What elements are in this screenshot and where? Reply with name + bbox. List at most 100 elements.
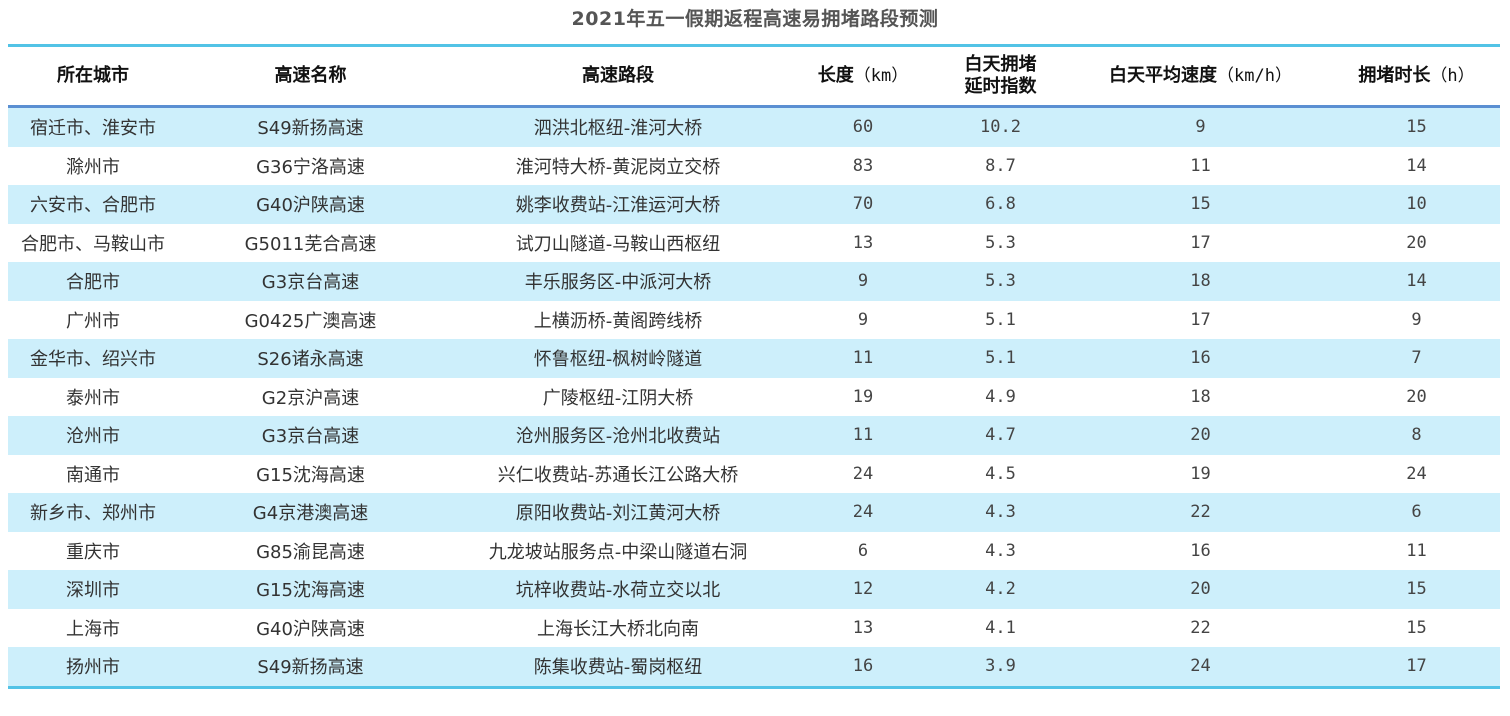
cell-duration: 24: [1406, 463, 1427, 484]
cell-avg-speed: 18: [1190, 271, 1211, 292]
cell-city: 沧州市: [66, 426, 120, 448]
cell-highway-name: G15沈海高速: [256, 464, 365, 486]
cell-highway-name: G15沈海高速: [256, 580, 365, 602]
cell-city: 六安市、合肥市: [30, 195, 156, 217]
header-duration: 拥堵时长（h）: [1358, 65, 1475, 86]
cell-city: 新乡市、郑州市: [30, 503, 156, 525]
table-row: 扬州市 S49新扬高速 陈集收费站-蜀岗枢纽 16 3.9 24 17: [8, 647, 1500, 687]
cell-road-section: 九龙坡站服务点-中梁山隧道右洞: [488, 541, 748, 563]
cell-city: 广州市: [66, 310, 120, 332]
cell-delay-index: 4.3: [985, 502, 1016, 523]
cell-city: 合肥市: [66, 272, 120, 294]
cell-delay-index: 5.3: [985, 271, 1016, 292]
cell-avg-speed: 20: [1190, 425, 1211, 446]
cell-highway-name: S49新扬高速: [257, 118, 364, 140]
congestion-table: 所在城市 高速名称 高速路段 长度（km） 白天拥堵 延时指数 白天平均速度（km…: [8, 44, 1500, 689]
cell-avg-speed: 17: [1190, 309, 1211, 330]
cell-length: 19: [852, 386, 874, 407]
cell-highway-name: G0425广澳高速: [244, 310, 377, 332]
cell-road-section: 上海长江大桥北向南: [537, 618, 699, 640]
table-row: 广州市 G0425广澳高速 上横沥桥-黄阁跨线桥 9 5.1 17 9: [8, 301, 1500, 340]
table-row: 六安市、合肥市 G40沪陕高速 姚李收费站-江淮运河大桥 70 6.8 15 10: [8, 185, 1500, 224]
cell-length: 24: [852, 502, 874, 523]
cell-road-section: 坑梓收费站-水荷立交以北: [515, 580, 721, 602]
cell-duration: 8: [1411, 425, 1422, 446]
cell-length: 13: [852, 232, 874, 253]
cell-avg-speed: 17: [1190, 232, 1211, 253]
header-length: 长度（km）: [817, 65, 909, 86]
header-highway-name: 高速名称: [274, 65, 347, 86]
cell-city: 扬州市: [66, 657, 120, 679]
cell-duration: 15: [1406, 579, 1427, 600]
table-row: 合肥市、马鞍山市 G5011芜合高速 试刀山隧道-马鞍山西枢纽 13 5.3 17 20: [8, 224, 1500, 263]
cell-duration: 15: [1406, 117, 1427, 138]
cell-road-section: 兴仁收费站-苏通长江公路大桥: [497, 464, 739, 486]
cell-road-section: 上横沥桥-黄阁跨线桥: [533, 310, 703, 332]
table-row: 沧州市 G3京台高速 沧州服务区-沧州北收费站 11 4.7 20 8: [8, 416, 1500, 455]
cell-length: 12: [852, 579, 874, 600]
cell-city: 合肥市、马鞍山市: [21, 233, 165, 255]
cell-avg-speed: 16: [1190, 348, 1211, 369]
cell-city: 深圳市: [66, 580, 120, 602]
cell-highway-name: S49新扬高速: [257, 657, 364, 679]
cell-delay-index: 5.1: [985, 348, 1016, 369]
cell-length: 83: [852, 155, 874, 176]
cell-road-section: 泗洪北枢纽-淮河大桥: [533, 118, 703, 140]
cell-length: 13: [852, 617, 874, 638]
cell-delay-index: 4.2: [985, 579, 1016, 600]
cell-delay-index: 4.3: [985, 540, 1016, 561]
cell-duration: 9: [1411, 309, 1422, 330]
table-row: 重庆市 G85渝昆高速 九龙坡站服务点-中梁山隧道右洞 6 4.3 16 11: [8, 532, 1500, 571]
cell-delay-index: 10.2: [980, 117, 1021, 138]
cell-delay-index: 5.3: [985, 232, 1016, 253]
cell-length: 9: [857, 309, 869, 330]
table-row: 南通市 G15沈海高速 兴仁收费站-苏通长江公路大桥 24 4.5 19 24: [8, 455, 1500, 494]
cell-highway-name: G40沪陕高速: [256, 618, 365, 640]
cell-delay-index: 4.7: [985, 425, 1016, 446]
cell-duration: 10: [1406, 194, 1427, 215]
cell-avg-speed: 24: [1190, 656, 1211, 677]
cell-highway-name: G36宁洛高速: [256, 156, 365, 178]
cell-road-section: 淮河特大桥-黄泥岗立交桥: [515, 156, 721, 178]
cell-duration: 11: [1406, 540, 1427, 561]
table-header-row: 所在城市 高速名称 高速路段 长度（km） 白天拥堵 延时指数 白天平均速度（km…: [8, 45, 1500, 107]
cell-avg-speed: 15: [1190, 194, 1211, 215]
cell-avg-speed: 9: [1195, 117, 1206, 138]
cell-highway-name: S26诸永高速: [257, 349, 364, 371]
table-row: 合肥市 G3京台高速 丰乐服务区-中派河大桥 9 5.3 18 14: [8, 262, 1500, 301]
cell-duration: 20: [1406, 386, 1427, 407]
header-delay-index: 白天拥堵 延时指数: [964, 54, 1037, 97]
cell-road-section: 试刀山隧道-马鞍山西枢纽: [515, 233, 721, 255]
cell-duration: 6: [1411, 502, 1422, 523]
cell-city: 金华市、绍兴市: [30, 349, 156, 371]
cell-delay-index: 4.9: [985, 386, 1016, 407]
cell-delay-index: 4.5: [985, 463, 1016, 484]
cell-avg-speed: 22: [1190, 617, 1211, 638]
cell-highway-name: G3京台高速: [261, 272, 360, 294]
table-row: 泰州市 G2京沪高速 广陵枢纽-江阴大桥 19 4.9 18 20: [8, 378, 1500, 417]
cell-length: 24: [852, 463, 874, 484]
cell-duration: 14: [1406, 155, 1427, 176]
cell-length: 11: [852, 348, 874, 369]
cell-delay-index: 3.9: [985, 656, 1016, 677]
cell-highway-name: G3京台高速: [261, 426, 360, 448]
cell-avg-speed: 20: [1190, 579, 1211, 600]
cell-road-section: 沧州服务区-沧州北收费站: [515, 426, 721, 448]
cell-road-section: 姚李收费站-江淮运河大桥: [515, 195, 721, 217]
cell-length: 70: [852, 194, 874, 215]
table-row: 宿迁市、淮安市 S49新扬高速 泗洪北枢纽-淮河大桥 60 10.2 9 15: [8, 106, 1500, 147]
cell-road-section: 广陵枢纽-江阴大桥: [542, 387, 694, 409]
cell-duration: 15: [1406, 617, 1427, 638]
cell-avg-speed: 11: [1190, 155, 1211, 176]
cell-road-section: 丰乐服务区-中派河大桥: [524, 272, 712, 294]
cell-city: 上海市: [66, 618, 120, 640]
cell-duration: 20: [1406, 232, 1427, 253]
cell-city: 泰州市: [66, 387, 120, 409]
cell-delay-index: 6.8: [985, 194, 1016, 215]
cell-duration: 7: [1411, 348, 1422, 369]
cell-highway-name: G5011芜合高速: [244, 233, 377, 255]
header-avg-speed: 白天平均速度（km/h）: [1109, 65, 1292, 86]
cell-delay-index: 5.1: [985, 309, 1016, 330]
cell-duration: 17: [1406, 656, 1427, 677]
cell-avg-speed: 16: [1190, 540, 1211, 561]
